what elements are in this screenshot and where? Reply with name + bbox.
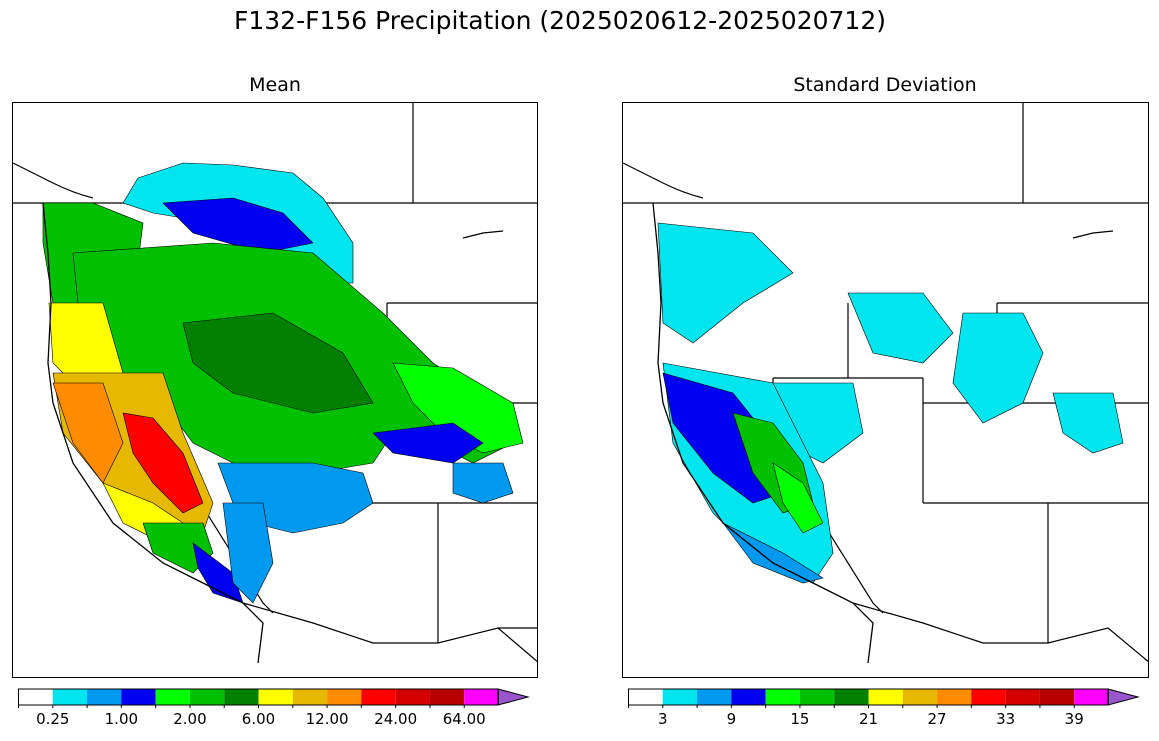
std-colorbar-cell	[1005, 689, 1040, 705]
std-colorbar	[628, 688, 1140, 708]
mean-colorbar-cell	[87, 689, 122, 705]
mean-colorbar-extend-arrow	[497, 688, 530, 706]
mean-coastline	[42, 202, 264, 664]
std-coastline	[652, 202, 874, 664]
mean-colorbar-cell	[429, 689, 465, 705]
std-colorbar-tick-label: 39	[1064, 710, 1084, 728]
std-colorbar-tick-label: 9	[726, 710, 737, 728]
std-colorbar-cell	[834, 689, 869, 705]
std-colorbar-cell	[731, 689, 766, 705]
mean-colorbar-cell	[121, 689, 156, 705]
mean-map	[12, 102, 538, 678]
mean-precip-shading	[42, 162, 524, 604]
mean-colorbar-cell	[52, 689, 88, 705]
std-colorbar-tick-label: 3	[658, 710, 668, 728]
mean-colorbar-cell	[361, 689, 396, 705]
std-colorbar-cell	[971, 689, 1006, 705]
std-colorbar-tick-label: 33	[996, 710, 1016, 728]
mean-colorbar-tick-label: 12.00	[305, 710, 349, 728]
mean-colorbar-tick-label: 2.00	[173, 710, 207, 728]
mean-colorbar-cell	[395, 689, 430, 705]
std-colorbar-cell	[1039, 689, 1075, 705]
mean-colorbar-tick-label: 24.00	[374, 710, 418, 728]
std-colorbar-cell	[697, 689, 732, 705]
std-colorbar-cell	[662, 689, 698, 705]
std-colorbar-tick-label: 27	[927, 710, 947, 728]
std-colorbar-cell	[902, 689, 938, 705]
mean-colorbar	[18, 688, 530, 708]
mean-colorbar-tick-label: 0.25	[36, 710, 70, 728]
mean-colorbar-cell	[292, 689, 328, 705]
std-precip-shading	[657, 222, 1124, 584]
mean-colorbar-tick-label: 1.00	[104, 710, 139, 728]
mean-colorbar-cell	[327, 689, 362, 705]
mean-map-canvas	[13, 103, 537, 664]
std-colorbar-cell	[765, 689, 800, 705]
mean-colorbar-cell	[189, 689, 225, 705]
std-colorbar-tick-label: 15	[790, 710, 810, 728]
std-map-canvas	[623, 103, 1148, 664]
std-colorbar-cell	[1074, 689, 1109, 705]
mean-colorbar-cell	[18, 689, 53, 705]
mean-colorbar-tick-label: 6.00	[241, 710, 276, 728]
std-colorbar-extend-arrow	[1107, 688, 1140, 706]
mean-colorbar-cell	[258, 689, 293, 705]
mean-colorbar-cell	[155, 689, 190, 705]
std-colorbar-tick-label: 21	[858, 710, 879, 728]
figure-title: F132-F156 Precipitation (2025020612-2025…	[233, 6, 886, 35]
std-map	[622, 102, 1149, 678]
std-colorbar-cell	[799, 689, 835, 705]
mean-colorbar-cell	[464, 689, 499, 705]
std-colorbar-cell	[868, 689, 903, 705]
mean-panel-title: Mean	[249, 74, 301, 96]
mean-colorbar-cell	[224, 689, 259, 705]
mean-colorbar-tick-label: 64.00	[442, 710, 486, 728]
std-panel-title: Standard Deviation	[793, 74, 977, 96]
std-colorbar-cell	[937, 689, 972, 705]
std-colorbar-cell	[628, 689, 663, 705]
